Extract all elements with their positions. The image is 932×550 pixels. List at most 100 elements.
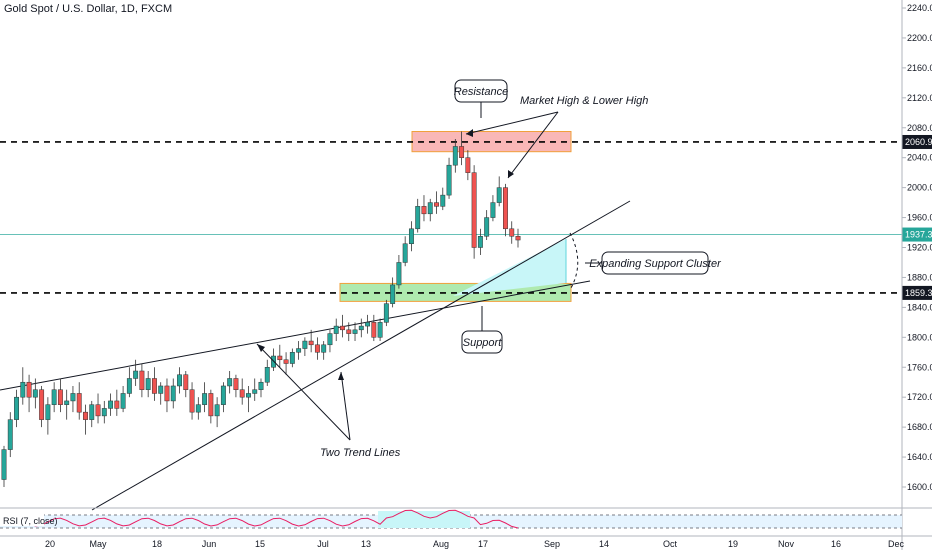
candle-body [14, 396, 19, 420]
x-tick-label: Jun [202, 539, 217, 549]
candle-body [108, 400, 114, 409]
candle-body [258, 381, 264, 390]
candle-body [440, 194, 446, 207]
candle-body [220, 385, 226, 405]
candle-body [101, 408, 107, 417]
x-tick-label: Jul [317, 539, 329, 549]
level-label-box [902, 134, 932, 149]
y-tick-label: 1720.00 [907, 392, 932, 402]
candle-body [264, 367, 270, 383]
level-label: 2060.99 [905, 137, 932, 147]
candle-body [39, 389, 45, 420]
candle-body [465, 157, 471, 173]
candle-body [158, 385, 164, 394]
candle-body [252, 389, 258, 394]
candle-body [89, 404, 95, 420]
candle-body [283, 359, 289, 364]
candle-body [170, 385, 176, 402]
y-tick-label: 1920.00 [907, 243, 932, 253]
candle-body [57, 389, 63, 405]
candle-body [415, 206, 421, 230]
candle-body [45, 404, 51, 420]
upper-trend-line [0, 280, 591, 391]
candle-body [120, 393, 126, 409]
level-label: 1859.33 [905, 288, 932, 298]
x-tick-label: 18 [152, 539, 162, 549]
candle-body [183, 374, 189, 390]
current-price-box [902, 227, 932, 242]
candle-body [202, 393, 208, 405]
candle-body [509, 228, 515, 237]
candle-body [246, 393, 251, 398]
candle-body [70, 393, 76, 402]
expanding-callout-label: Expanding Support Cluster [589, 258, 722, 270]
candle-body [296, 348, 302, 353]
candle-body [83, 411, 88, 420]
trend-arrowhead-2 [338, 372, 344, 380]
candle-body [133, 370, 139, 379]
level-label-box [902, 285, 932, 300]
symbol-title: Gold Spot / U.S. Dollar, 1D, FXCM [4, 3, 173, 15]
y-tick-label: 2200.00 [907, 33, 932, 43]
x-tick-label: 14 [599, 539, 609, 549]
y-tick-label: 2000.00 [907, 183, 932, 193]
rsi-overbought-fill [378, 511, 470, 528]
candle-body [208, 393, 214, 417]
y-tick-label: 1600.00 [907, 482, 932, 492]
x-tick-label: May [89, 539, 107, 549]
candle-body [352, 329, 358, 334]
y-tick-label: 1640.00 [907, 452, 932, 462]
candle-body [371, 322, 377, 338]
candle-body [314, 344, 320, 353]
market-high-arrow-1 [465, 111, 559, 135]
candle-body [308, 340, 314, 346]
time-axis: 20 May 18 Jun 15 Jul 13 Aug 17 Sep 14 Oct 19 Nov 16 Dec [0, 535, 932, 549]
candle-body [32, 389, 38, 398]
candle-body [515, 236, 521, 241]
x-tick-label: Oct [663, 539, 678, 549]
trend-arrow-2 [340, 371, 351, 441]
candle-body [452, 146, 458, 166]
lower-trend-line [91, 200, 631, 511]
x-tick-label: Nov [778, 539, 795, 549]
rsi-label: RSI (7, close) [3, 516, 58, 526]
market-high-arrowhead-1 [466, 129, 473, 137]
candle-body [477, 236, 483, 248]
resistance-zone [411, 130, 572, 153]
rsi-label-bg [0, 514, 44, 526]
candle-body [151, 378, 157, 394]
candle-body [114, 400, 120, 409]
y-tick-label: 1960.00 [907, 213, 932, 223]
market-high-arrowhead-2 [508, 170, 514, 178]
rsi-line [3, 509, 519, 529]
market-high-label: Market High & Lower High [520, 95, 648, 107]
current-price-label: 1937.31 [905, 230, 932, 240]
x-tick-label: 20 [45, 539, 55, 549]
candle-body [396, 262, 402, 286]
candle-body [365, 322, 371, 327]
candle-body [239, 389, 245, 398]
candle-body [340, 325, 345, 331]
candle-body [503, 187, 508, 230]
support-callout-label: Support [463, 337, 502, 349]
candle-body [233, 378, 239, 390]
candle-body [383, 303, 389, 323]
candle-body [164, 385, 170, 402]
candle-body [490, 202, 496, 218]
candle-body [408, 228, 414, 245]
candle-body [145, 378, 151, 390]
candle-body [189, 389, 195, 413]
resistance-callout-label: Resistance [454, 86, 508, 98]
candle-body [1, 449, 7, 480]
x-tick-label: 17 [478, 539, 488, 549]
expanding-arc [569, 232, 579, 289]
candle-body [427, 202, 433, 215]
candle-body [358, 325, 364, 331]
rsi-panel: RSI (7, close) [0, 507, 932, 529]
y-tick-label: 1880.00 [907, 272, 932, 282]
candle-body [227, 378, 233, 387]
x-tick-label: Aug [433, 539, 449, 549]
trend-lines [0, 200, 631, 511]
